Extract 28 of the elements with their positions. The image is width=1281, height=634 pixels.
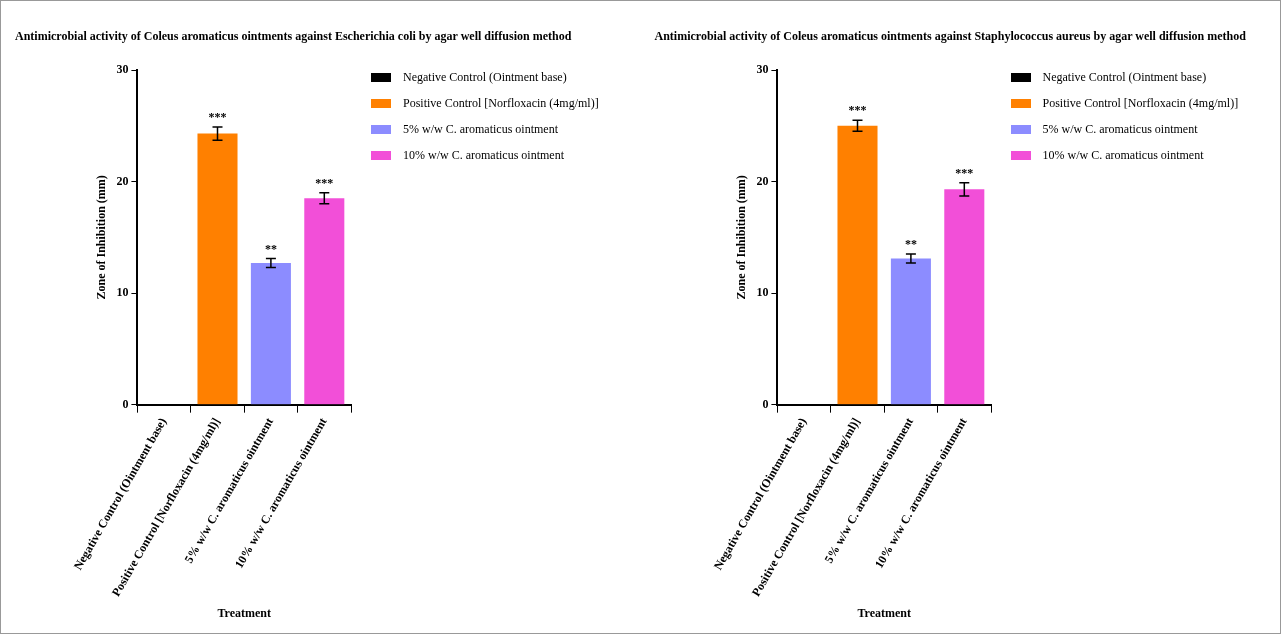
legend-label: 5% w/w C. aromaticus ointment	[1042, 121, 1198, 137]
y-tick-label: 30	[755, 62, 768, 77]
annotation: ***	[954, 165, 973, 180]
y-tick-label: 20	[755, 173, 768, 188]
y-tick-label: 20	[116, 173, 129, 188]
y-tick-label: 10	[755, 285, 768, 300]
legend-label: Negative Control (Ointment base)	[403, 69, 567, 85]
legend-label: 10% w/w C. aromaticus ointment	[403, 147, 564, 163]
annotation: **	[904, 237, 917, 252]
legend-label: Positive Control [Norfloxacin (4mg/ml)]	[403, 95, 599, 111]
chart-title: Antimicrobial activity of Coleus aromaticus ointments against Staphylococcus aureus by agar well diffusion method	[653, 28, 1247, 45]
y-tick-label: 0	[122, 396, 129, 411]
y-axis-title: Zone of Inhibition (mm)	[733, 175, 748, 300]
y-tick-label: 0	[761, 396, 768, 411]
y-tick-label: 10	[116, 285, 129, 300]
annotation: ***	[315, 175, 334, 190]
legend-label: Positive Control [Norfloxacin (4mg/ml)]	[1042, 95, 1239, 111]
legend-label: 10% w/w C. aromaticus ointment	[1042, 147, 1204, 163]
x-axis-title: Treatment	[217, 605, 271, 620]
annotation: **	[264, 241, 277, 256]
legend-label: 5% w/w C. aromaticus ointment	[403, 121, 558, 137]
chart-title: Antimicrobial activity of Coleus aromaticus ointments against Escherichia coli by agar well diffusion method	[14, 28, 573, 45]
annotation: ***	[848, 103, 866, 118]
annotation: ***	[208, 109, 227, 124]
y-axis-title: Zone of Inhibition (mm)	[94, 175, 109, 300]
y-tick-label: 30	[116, 62, 129, 77]
x-axis-title: Treatment	[856, 605, 911, 620]
legend-label: Negative Control (Ointment base)	[1042, 69, 1207, 85]
